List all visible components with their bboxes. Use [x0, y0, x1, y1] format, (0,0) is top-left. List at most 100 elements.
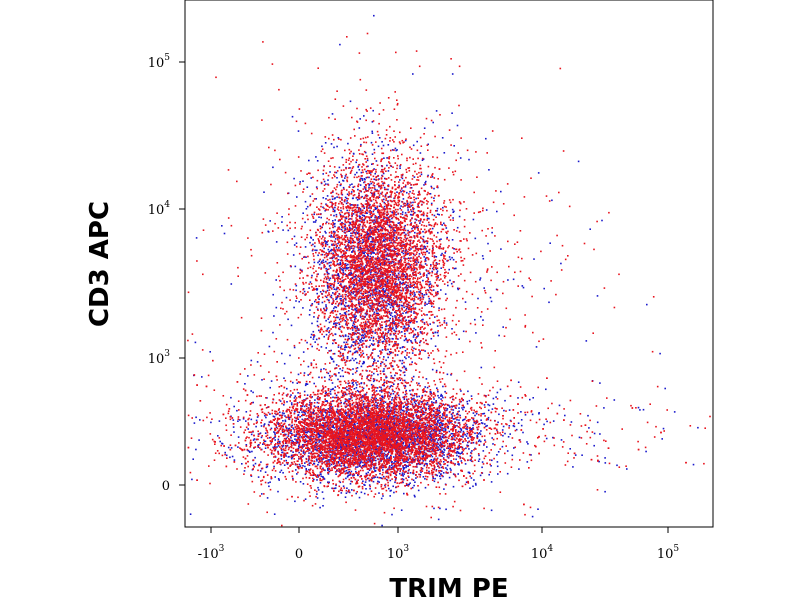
event-dot [321, 253, 324, 256]
event-dot [289, 354, 291, 357]
event-dot [394, 478, 397, 480]
event-dot [413, 432, 415, 434]
event-dot [349, 483, 352, 485]
event-dot [361, 285, 364, 288]
event-dot [263, 424, 265, 426]
event-dot [245, 411, 248, 413]
event-dot [371, 404, 374, 407]
event-dot [412, 287, 415, 289]
event-dot [341, 254, 344, 257]
event-dot [511, 454, 514, 457]
event-dot [382, 409, 385, 412]
event-dot [495, 396, 497, 398]
event-dot [390, 302, 393, 305]
event-dot [409, 286, 411, 288]
event-dot [356, 204, 359, 206]
event-dot [386, 424, 388, 427]
event-dot [337, 274, 339, 277]
event-dot [363, 337, 365, 340]
event-dot [518, 468, 520, 470]
event-dot [366, 406, 368, 408]
event-dot [383, 418, 386, 421]
event-dot [451, 415, 454, 417]
event-dot [363, 297, 365, 300]
event-dot [379, 291, 381, 293]
event-dot [390, 375, 393, 377]
event-dot [377, 216, 380, 218]
event-dot [371, 132, 374, 134]
event-dot [351, 197, 354, 200]
event-dot [393, 415, 396, 417]
event-dot [335, 306, 338, 309]
event-dot [336, 177, 338, 179]
event-dot [364, 333, 366, 335]
event-dot [309, 241, 311, 244]
event-dot [419, 152, 422, 154]
event-dot [388, 225, 391, 228]
event-dot [333, 256, 335, 258]
event-dot [309, 401, 311, 404]
event-dot [381, 524, 383, 527]
event-dot [344, 223, 346, 226]
event-dot [360, 341, 362, 343]
event-dot [449, 258, 452, 261]
event-dot [329, 456, 332, 459]
event-dot [533, 258, 535, 260]
event-dot [401, 472, 404, 474]
event-dot [338, 428, 340, 430]
event-dot [359, 448, 362, 451]
event-dot [250, 418, 253, 421]
event-dot [423, 184, 425, 186]
event-dot [402, 396, 404, 399]
event-dot [379, 285, 381, 287]
event-dot [365, 188, 367, 191]
event-dot [470, 429, 473, 431]
event-dot [327, 469, 329, 472]
event-dot [385, 289, 387, 291]
event-dot [358, 354, 361, 356]
event-dot [383, 335, 386, 337]
event-dot [426, 444, 428, 447]
event-dot [585, 340, 588, 342]
event-dot [446, 439, 449, 441]
event-dot [423, 127, 426, 129]
event-dot [436, 293, 438, 296]
event-dot [383, 356, 385, 358]
event-dot [349, 359, 352, 362]
event-dot [450, 421, 452, 424]
event-dot [373, 360, 375, 363]
event-dot [385, 238, 387, 241]
event-dot [382, 227, 384, 230]
event-dot [323, 335, 325, 338]
event-dot [356, 370, 358, 372]
event-dot [378, 196, 381, 198]
event-dot [431, 227, 434, 230]
event-dot [506, 472, 509, 475]
event-dot [387, 356, 389, 359]
event-dot [366, 233, 368, 236]
event-dot [313, 463, 316, 465]
event-dot [348, 230, 350, 232]
event-dot [360, 303, 363, 305]
event-dot [380, 391, 383, 393]
event-dot [497, 421, 499, 424]
event-dot [304, 413, 307, 415]
event-dot [365, 393, 367, 395]
event-dot [432, 477, 434, 480]
event-dot [388, 487, 390, 490]
event-dot [373, 148, 376, 151]
event-dot [297, 130, 300, 132]
event-dot [411, 442, 414, 444]
event-dot [362, 400, 365, 403]
event-dot [404, 356, 406, 358]
event-dot [432, 401, 435, 404]
event-dot [303, 290, 306, 293]
event-dot [361, 179, 364, 181]
event-dot [424, 350, 426, 352]
event-dot [345, 202, 348, 205]
event-dot [297, 441, 299, 444]
event-dot [339, 326, 342, 328]
event-dot [334, 280, 336, 282]
event-dot [401, 177, 404, 180]
event-dot [313, 431, 316, 434]
